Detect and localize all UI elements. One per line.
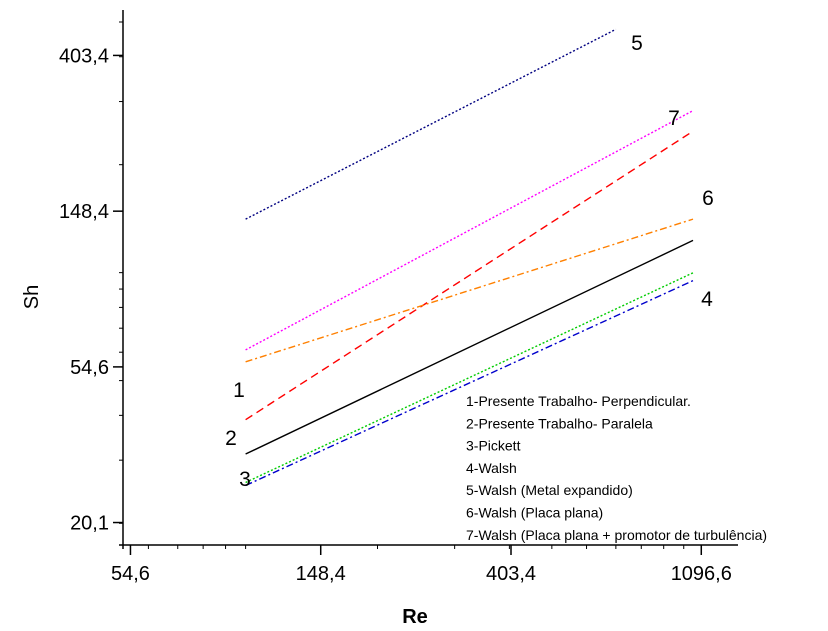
series-line-2 [245,239,694,455]
y-tick-label: 403,4 [59,45,109,67]
x-tick-label: 1096,6 [671,563,732,585]
y-tick-label: 54,6 [70,357,109,379]
y-tick-label: 148,4 [59,201,109,223]
series-label-3: 3 [239,468,251,491]
y-tick-label: 20,1 [70,513,109,535]
legend-entry: 3-Pickett [466,438,521,454]
series-line-4 [245,280,694,487]
legend-entry: 1-Presente Trabalho- Perpendicular. [466,393,691,409]
series-line-5 [245,28,617,220]
legend-entry: 6-Walsh (Placa plana) [466,505,603,521]
legend-entry: 5-Walsh (Metal expandido) [466,482,633,498]
series-label-7: 7 [668,107,680,130]
x-tick-label: 54,6 [111,563,150,585]
legend-entry: 4-Walsh [466,460,517,476]
x-tick-label: 403,4 [486,563,536,585]
series-label-4: 4 [701,288,713,311]
series-label-6: 6 [702,187,714,210]
series-label-5: 5 [631,32,643,55]
series-line-6 [245,218,694,363]
series-label-1: 1 [233,379,245,402]
series-label-2: 2 [225,427,237,450]
series-line-7 [245,110,694,351]
legend-entry: 2-Presente Trabalho- Paralela [466,415,653,431]
series-line-1 [245,130,694,421]
x-tick-label: 148,4 [296,563,346,585]
x-axis-title: Re [402,606,428,628]
legend-entry: 7-Walsh (Placa plana + promotor de turbu… [466,527,767,543]
y-axis-title: Sh [21,285,43,309]
